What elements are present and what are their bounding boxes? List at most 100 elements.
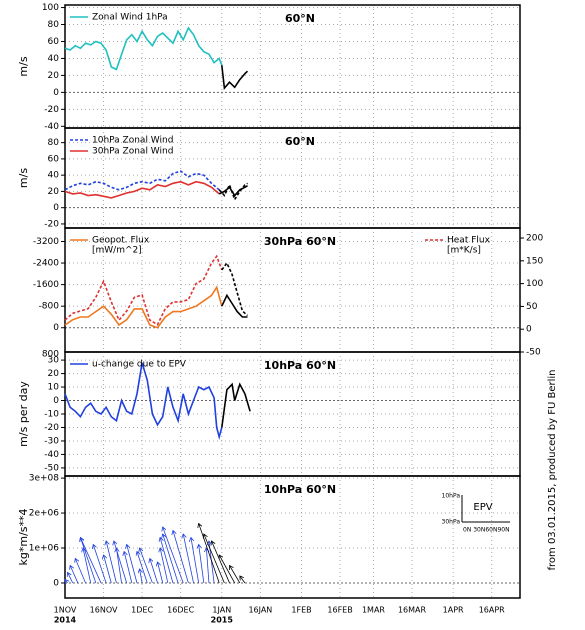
legend-label: Geopot. Flux (92, 236, 150, 246)
arrow (191, 538, 200, 584)
x-tick-label: 1FEB (291, 606, 311, 615)
series-line (221, 293, 248, 318)
y-tick-label: 0 (53, 203, 59, 213)
series-line (221, 261, 249, 317)
arrow (206, 548, 210, 583)
arrow (75, 558, 86, 584)
legend-label: 30hPa Zonal Wind (92, 147, 173, 157)
y-tick-label: -1600 (33, 280, 59, 290)
arrow (140, 548, 153, 584)
inset-bottom: 30hPa (442, 519, 461, 526)
y-tick-label: -20 (44, 423, 59, 433)
legend-label: Heat Flux (447, 236, 491, 246)
y-tick-label: 20 (48, 71, 60, 81)
panel-title: 10hPa 60°N (264, 359, 336, 372)
legend-unit: [mW/m^2] (92, 246, 142, 256)
x-tick-label: 1APR (443, 606, 464, 615)
panel-title: 60°N (285, 12, 315, 25)
y-tick-label: 20 (48, 369, 60, 379)
arrow (106, 541, 117, 584)
y-tick-label: 60 (48, 154, 60, 164)
inset-top: 10hPa (442, 493, 461, 500)
y-tick-label: 20 (48, 187, 60, 197)
arrow (219, 555, 236, 584)
inset-axis-label: 0N 30N60N90N (463, 527, 510, 534)
y-tick-label: -3200 (33, 237, 59, 247)
x-tick-label: 1NOV (54, 606, 77, 615)
arrow (199, 524, 220, 584)
arrow (158, 562, 164, 584)
arrow (127, 545, 138, 584)
y-tick-label: 0 (53, 88, 59, 98)
y-tick-label: -50 (44, 463, 59, 473)
arrow (80, 538, 102, 584)
y-tick-label: 30 (48, 356, 60, 366)
y-tick-label: 60 (48, 37, 60, 47)
y-tick-label: -2400 (33, 259, 59, 269)
x-tick-label: 16MAR (398, 606, 427, 615)
arrow (114, 541, 128, 584)
inset-label: EPV (473, 502, 492, 513)
arrow (137, 552, 148, 584)
y-tick-label: 3e+08 (29, 474, 60, 484)
legend-label: Zonal Wind 1hPa (92, 13, 168, 23)
arrow (160, 538, 174, 584)
arrow (93, 545, 107, 584)
y-tick-label: 100 (42, 3, 59, 13)
arrow (140, 569, 143, 584)
y-tick-label: -10 (44, 410, 59, 420)
arrow (199, 545, 205, 584)
panel-title: 60°N (285, 135, 315, 148)
arrow (183, 534, 194, 584)
arrow (163, 534, 179, 584)
x-tick-label: 1JAN (212, 606, 231, 615)
arrow (204, 534, 225, 584)
series-line (64, 26, 223, 71)
arrow (173, 531, 189, 584)
y-tick-label: -40 (44, 450, 59, 460)
y-axis-label: m/s (17, 56, 30, 76)
y-tick-label: 80 (48, 138, 60, 148)
y2-tick-label: 100 (526, 279, 543, 289)
x-tick-label: 1MAR (362, 606, 385, 615)
series-line (221, 65, 249, 91)
arrow (212, 541, 230, 584)
arrow (116, 548, 122, 584)
y-tick-label: -20 (44, 105, 59, 115)
series-line (64, 180, 220, 199)
legend-unit: [m*K/s] (447, 246, 481, 256)
arrow (80, 538, 97, 584)
arrow (65, 579, 68, 582)
arrow (124, 552, 133, 584)
panel-title: 10hPa 60°N (264, 483, 336, 496)
series-line (218, 185, 248, 197)
x-tick-label: 16NOV (90, 606, 118, 615)
y-tick-label: 2e+06 (29, 509, 60, 519)
x-tick-label: 1DEC (131, 606, 153, 615)
y-tick-label: 10 (48, 383, 60, 393)
y2-tick-label: 50 (526, 302, 538, 312)
y-tick-label: 0 (53, 396, 59, 406)
x-tick-label: 16FEB (327, 606, 352, 615)
y2-tick-label: 200 (526, 234, 543, 244)
year-label: 2015 (211, 616, 234, 625)
y2-tick-label: 150 (526, 256, 543, 266)
arrow (83, 548, 92, 584)
arrow (70, 565, 79, 584)
credit: from 03.01.2015, produced by FU Berlin (547, 370, 558, 571)
y-tick-label: 1e+06 (29, 544, 60, 554)
y-tick-label: 0 (53, 323, 59, 333)
y2-tick-label: 0 (526, 325, 532, 335)
series-line (218, 182, 248, 202)
year-label: 2014 (54, 616, 77, 625)
y-tick-label: 800 (42, 350, 59, 360)
legend-label: u-change due to EPV (92, 360, 187, 370)
series-line (221, 382, 251, 428)
legend-label: 10hPa Zonal Wind (92, 136, 173, 146)
arrow (150, 558, 158, 584)
series-line (64, 170, 220, 191)
y2-tick-label: -50 (526, 348, 541, 358)
arrow (240, 576, 246, 584)
y-tick-label: -20 (44, 219, 59, 229)
